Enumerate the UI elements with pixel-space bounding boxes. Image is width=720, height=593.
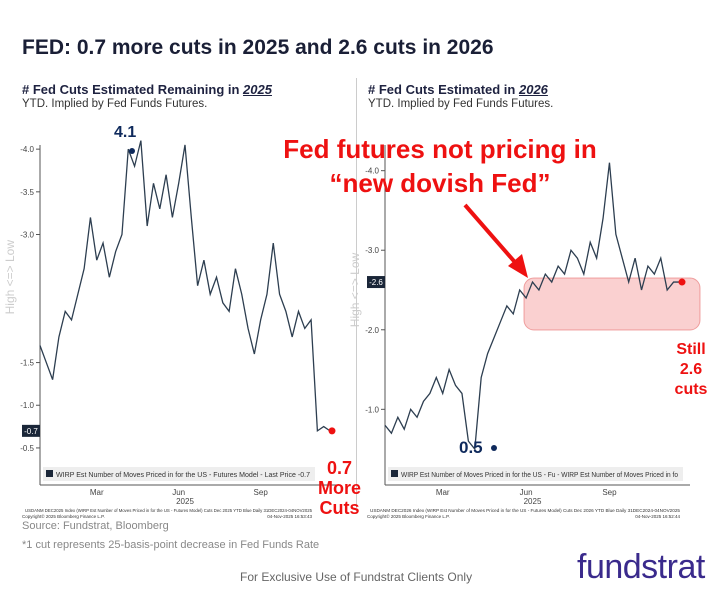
left-credit2: Copyright© 2025 Bloomberg Finance L.P.: [22, 513, 105, 519]
right-legend-swatch: [391, 470, 398, 477]
left-peak-label: 4.1: [114, 124, 137, 141]
right-xtick-label: Jun: [520, 488, 533, 497]
right-last-still: Still: [676, 341, 706, 358]
left-title-text: # Fed Cuts Estimated Remaining in: [22, 82, 244, 97]
left-ylabel: High <=> Low: [3, 240, 17, 315]
left-ytick-label: -3.0: [20, 231, 34, 240]
right-xyear: 2025: [524, 497, 542, 506]
left-chart-title: # Fed Cuts Estimated Remaining in 2025: [22, 82, 272, 97]
right-ytick-label: -2.0: [365, 326, 379, 335]
right-last-dot: [678, 278, 686, 286]
left-last-value: 0.7: [326, 458, 353, 478]
left-xyear: 2025: [176, 497, 194, 506]
right-title-year: 2026: [518, 82, 548, 97]
right-ytick-label: -3.0: [365, 246, 379, 255]
annotation-headline: Fed futures not pricing in “new dovish Fe…: [270, 132, 610, 200]
right-xtick-label: Sep: [602, 488, 617, 497]
left-ytick-label: -1.0: [20, 401, 34, 410]
range-highlight: [523, 277, 701, 331]
right-ytick-label: -1.0: [365, 405, 379, 414]
right-last-badge: [367, 276, 385, 289]
left-chart-subtitle: YTD. Implied by Fed Funds Futures.: [22, 98, 208, 110]
left-last-label: 0.7 More Cuts: [318, 458, 361, 518]
source-text: Source: Fundstrat, Bloomberg: [22, 520, 169, 532]
divider: [356, 78, 357, 508]
left-xtick-label: Jun: [172, 488, 185, 497]
left-legend-text: WIRP Est Number of Moves Priced in for t…: [56, 470, 310, 479]
left-credit1: USDANM DEC2025 Index (WIRP Est Number of…: [25, 508, 312, 513]
right-ylabel: High <=> Low: [348, 252, 362, 327]
right-last-value: 2.6 cuts: [674, 361, 708, 398]
right-title-text: # Fed Cuts Estimated in: [368, 82, 519, 97]
right-series-line: [384, 162, 680, 451]
left-last-value: -0.7: [24, 427, 38, 436]
left-title-year: 2025: [243, 82, 272, 97]
right-stamp: 04-Nov-2025 16:52:44: [635, 514, 680, 519]
right-credit1: USDANM DEC2026 Index (WIRP Est Number of…: [370, 508, 681, 513]
annotation-arrow-shaft: [463, 203, 522, 270]
left-last-more: More: [318, 478, 362, 498]
left-stamp: 04-Nov-2025 16:53:43: [267, 514, 312, 519]
annotation-line1: Fed futures not pricing in: [283, 134, 597, 164]
left-last-badge: [22, 424, 40, 437]
left-last-dot: [328, 427, 336, 435]
footnote-text: *1 cut represents 25-basis-point decreas…: [22, 539, 320, 551]
fundstrat-logo: fundstrat: [577, 548, 705, 586]
left-last-cuts: Cuts: [319, 498, 360, 518]
left-ytick-label: -1.5: [20, 359, 34, 368]
right-low-dot: [491, 445, 497, 451]
left-ytick-label: -4.0: [20, 145, 34, 154]
right-xtick-label: Mar: [436, 488, 450, 497]
right-low-label: 0.5: [459, 438, 483, 457]
left-ytick-label: -0.5: [20, 444, 34, 453]
right-legend-text: WIRP Est Number of Moves Priced in for t…: [401, 470, 678, 479]
left-xtick-label: Sep: [254, 488, 269, 497]
right-chart-subtitle: YTD. Implied by Fed Funds Futures.: [368, 98, 554, 110]
right-last-label: Still 2.6 cuts: [662, 340, 720, 400]
annotation-arrow-head: [508, 254, 528, 278]
right-chart-title: # Fed Cuts Estimated in 2026: [368, 82, 548, 97]
left-series-line: [39, 140, 331, 433]
left-ytick-label: -3.5: [20, 188, 34, 197]
exclusive-note: For Exclusive Use of Fundstrat Clients O…: [240, 570, 473, 584]
right-credit2: Copyright© 2025 Bloomberg Finance L.P.: [367, 513, 450, 519]
right-ytick-label: -4.0: [365, 167, 379, 176]
right-legend-bg: [388, 467, 683, 481]
page-title: FED: 0.7 more cuts in 2025 and 2.6 cuts …: [22, 36, 494, 59]
left-xtick-label: Mar: [90, 488, 104, 497]
left-legend-bg: [43, 467, 315, 481]
left-legend-swatch: [46, 470, 53, 477]
left-peak-dot: [129, 148, 135, 154]
right-last-value: -2.6: [369, 278, 383, 287]
annotation-line2: “new dovish Fed”: [329, 168, 551, 198]
